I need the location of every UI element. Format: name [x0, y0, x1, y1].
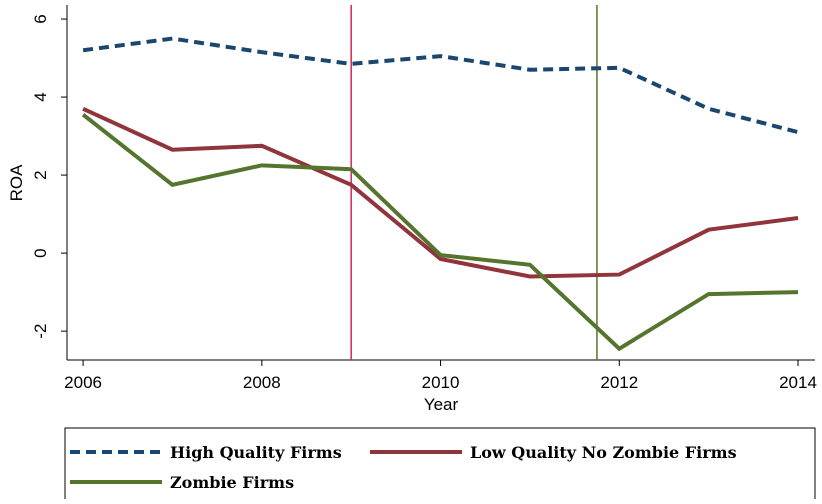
y-tick-label: -2	[31, 324, 50, 339]
legend-label: Low Quality No Zombie Firms	[470, 443, 737, 462]
y-tick-label: 6	[31, 14, 50, 23]
series-line	[81, 113, 799, 352]
x-tick-label: 2008	[243, 373, 281, 392]
x-tick-label: 2012	[600, 373, 638, 392]
y-tick-label: 2	[31, 170, 50, 179]
x-axis-label: Year	[424, 395, 459, 414]
series-line	[82, 36, 799, 135]
x-tick-label: 2006	[64, 373, 102, 392]
legend-label: Zombie Firms	[170, 473, 294, 492]
y-tick-label: 4	[31, 92, 50, 101]
y-axis-label: ROA	[7, 164, 26, 202]
legend-box	[64, 427, 816, 504]
x-tick-label: 2010	[422, 373, 460, 392]
y-tick-label: 0	[31, 248, 50, 257]
x-tick-label: 2014	[779, 373, 817, 392]
legend-label: High Quality Firms	[170, 443, 342, 462]
series-line	[82, 106, 799, 279]
